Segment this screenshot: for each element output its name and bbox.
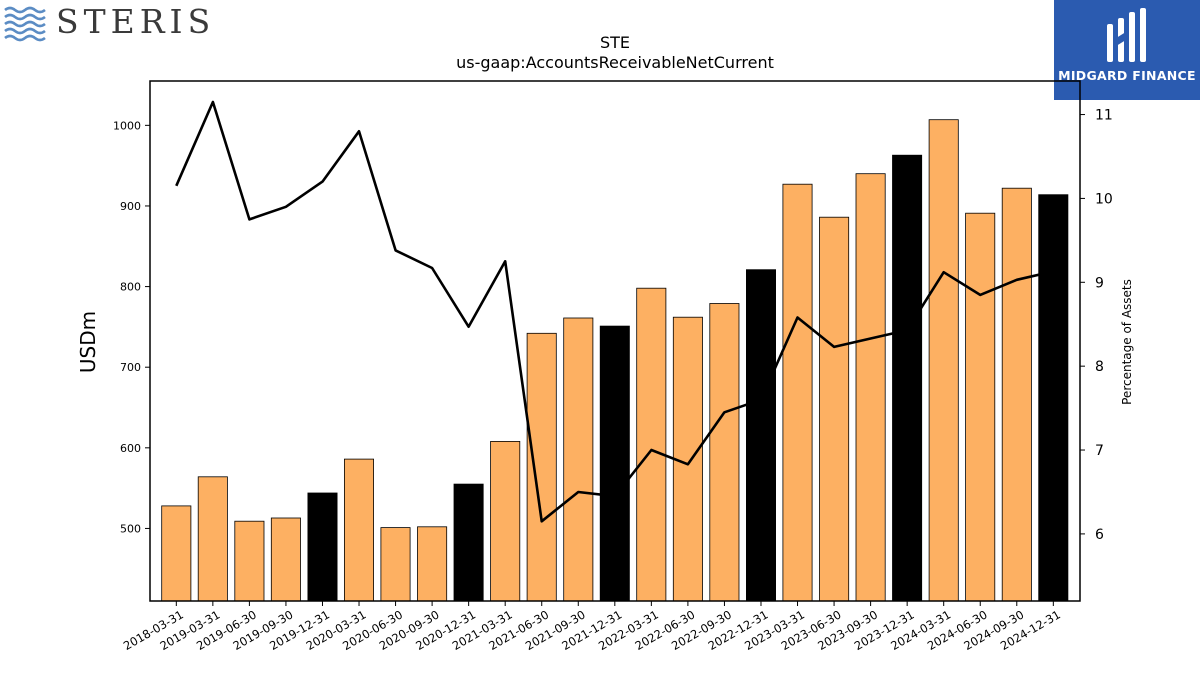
bar xyxy=(819,216,850,602)
bar xyxy=(928,119,959,602)
y-tick-label: 700 xyxy=(120,361,141,374)
y-tick-label: 900 xyxy=(120,200,141,213)
steris-logo: STERIS xyxy=(4,2,216,44)
bar xyxy=(709,303,740,602)
steris-wordmark: STERIS xyxy=(56,2,216,41)
y-tick-label: 1000 xyxy=(113,119,141,132)
bar-series xyxy=(161,119,1069,602)
bar xyxy=(234,520,265,602)
bar xyxy=(417,526,448,602)
y-tick-label: 500 xyxy=(120,522,141,535)
y2-tick-label: 11 xyxy=(1095,108,1113,124)
y2-axis-label: Percentage of Assets xyxy=(1120,279,1134,405)
bar xyxy=(307,492,338,602)
bar xyxy=(380,527,411,602)
y-tick-label: 600 xyxy=(120,442,141,455)
bar xyxy=(599,325,630,602)
bar xyxy=(343,458,374,602)
bar xyxy=(526,332,557,602)
bar xyxy=(453,483,484,602)
chart-subtitle: us-gaap:AccountsReceivableNetCurrent xyxy=(456,53,774,72)
bar xyxy=(563,317,594,602)
line-series xyxy=(175,100,1054,523)
bar xyxy=(490,440,521,602)
chart-title: STE xyxy=(600,33,630,52)
y2-tick-label: 8 xyxy=(1095,359,1104,375)
bar xyxy=(636,287,667,602)
bar xyxy=(782,183,813,602)
y-axis-label: USDm xyxy=(76,311,100,373)
bar xyxy=(1001,187,1032,602)
bar xyxy=(965,212,996,602)
bar xyxy=(270,517,301,602)
bar xyxy=(855,173,886,602)
y2-tick-label: 9 xyxy=(1095,275,1104,291)
y2-tick-label: 7 xyxy=(1095,443,1104,459)
y2-tick-label: 10 xyxy=(1095,191,1113,207)
y2-tick-label: 6 xyxy=(1095,527,1104,543)
bar xyxy=(1038,194,1069,602)
y-tick-label: 800 xyxy=(120,281,141,294)
bar xyxy=(892,154,923,602)
midgard-finance-logo: MIDGARD FINANCE xyxy=(1054,0,1200,100)
midgard-finance-name: MIDGARD FINANCE xyxy=(1058,68,1196,83)
bar xyxy=(746,269,777,602)
bar xyxy=(161,505,192,602)
bar xyxy=(197,476,228,602)
midgard-emblem-icon xyxy=(1107,8,1146,62)
wave-lines-icon xyxy=(4,6,46,42)
